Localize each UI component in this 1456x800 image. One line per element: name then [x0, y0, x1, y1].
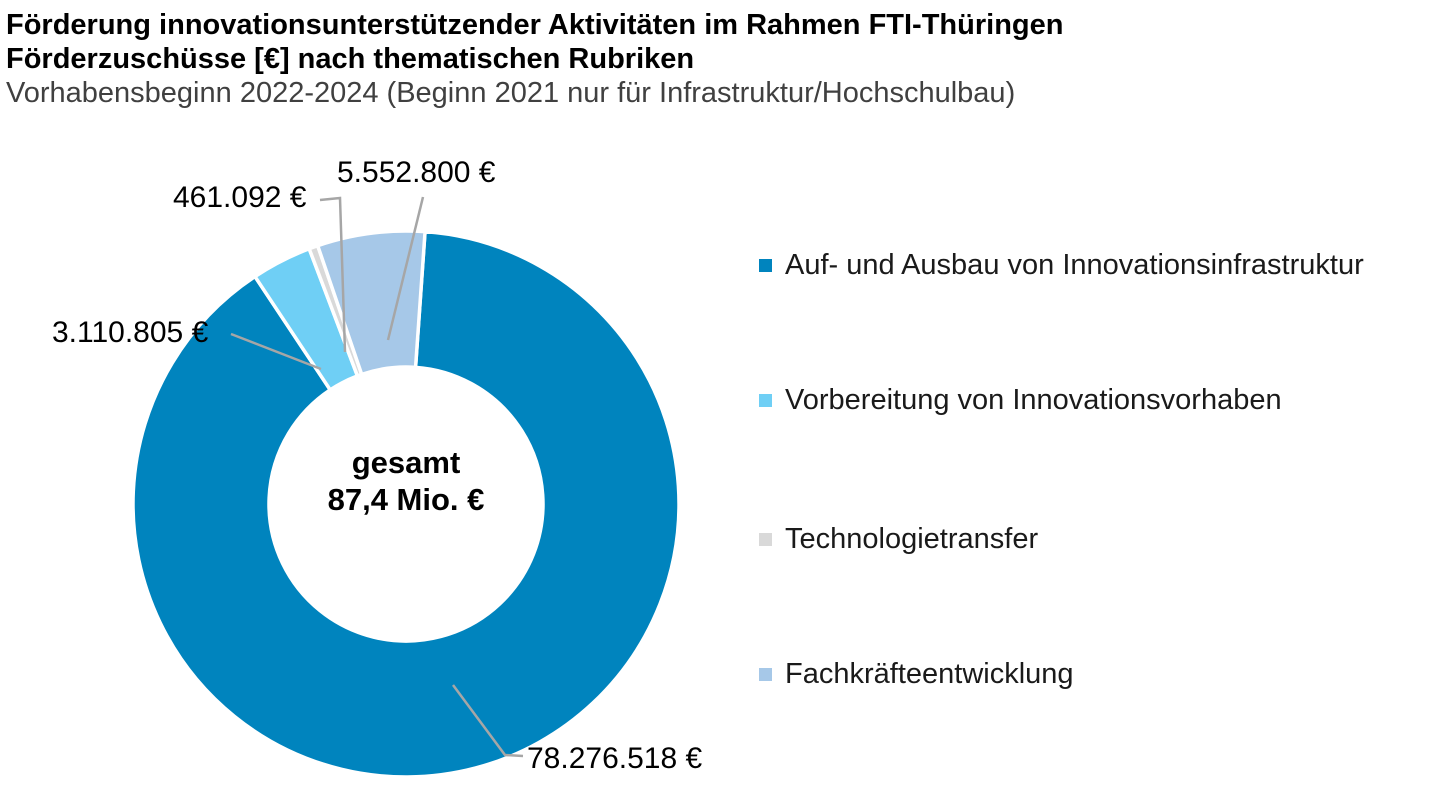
- legend-item-fachkraefteentwicklung: Fachkräfteentwicklung: [759, 654, 1074, 694]
- legend-item-technologietransfer: Technologietransfer: [759, 519, 1038, 559]
- chart-title-line2: Förderzuschüsse [€] nach thematischen Ru…: [6, 43, 695, 75]
- legend-swatch-infrastruktur: [759, 258, 772, 272]
- data-label-infrastruktur: 78.276.518 €: [527, 742, 703, 775]
- leader-line-technologietransfer: [319, 196, 347, 353]
- legend-swatch-technologietransfer: [759, 532, 772, 546]
- donut-slices: [131, 229, 681, 779]
- chart-subtitle: Vorhabensbeginn 2022-2024 (Beginn 2021 n…: [6, 77, 1016, 109]
- legend-label-fachkraefteentwicklung: Fachkräfteentwicklung: [785, 657, 1074, 690]
- legend-item-vorbereitung: Vorbereitung von Innovationsvorhaben: [759, 380, 1282, 420]
- data-label-fachkraefteentwicklung: 5.552.800 €: [337, 156, 496, 189]
- donut-center-label: gesamt 87,4 Mio. €: [246, 444, 566, 518]
- legend-label-vorbereitung: Vorbereitung von Innovationsvorhaben: [785, 383, 1282, 416]
- legend-label-technologietransfer: Technologietransfer: [785, 522, 1039, 555]
- leader-line-vorbereitung: [230, 332, 322, 371]
- chart-title-line1: Förderung innovationsunterstützender Akt…: [6, 9, 1064, 41]
- leader-line-fachkraefteentwicklung: [386, 196, 425, 341]
- center-label-line2: 87,4 Mio. €: [327, 482, 485, 517]
- legend-item-infrastruktur: Auf- und Ausbau von Innovationsinfrastru…: [759, 245, 1364, 285]
- legend-label-infrastruktur: Auf- und Ausbau von Innovationsinfrastru…: [785, 248, 1364, 281]
- legend-swatch-fachkraefteentwicklung: [759, 667, 772, 681]
- data-label-vorbereitung: 3.110.805 €: [52, 316, 209, 349]
- donut-slice-3: [315, 229, 427, 377]
- data-label-technologietransfer: 461.092 €: [173, 181, 307, 214]
- leader-line-infrastruktur: [451, 684, 524, 758]
- donut-slice-0: [131, 229, 681, 779]
- legend-swatch-vorbereitung: [759, 393, 772, 407]
- title-block: Förderung innovationsunterstützender Akt…: [6, 8, 1063, 110]
- center-label-line1: gesamt: [351, 445, 461, 480]
